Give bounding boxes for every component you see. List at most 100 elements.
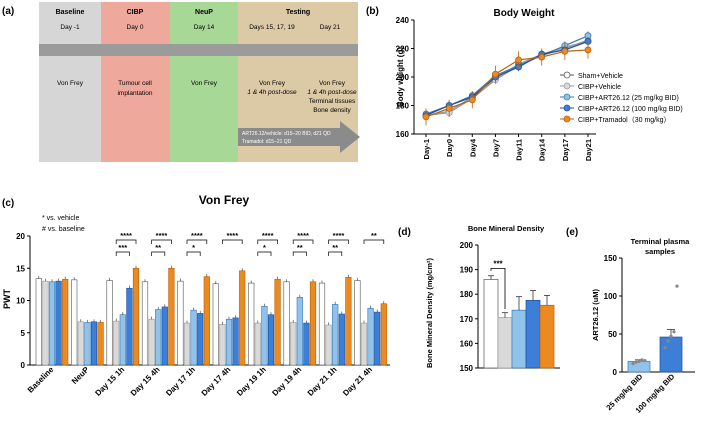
vf-bar [183,322,191,366]
vf-sig-lower: ** [155,243,161,252]
vf-bar [354,280,361,366]
plasma-y-tick-label: 50 [608,330,617,339]
testing-desc-1-line-1: Von Frey [259,80,286,87]
testing-desc-2-line-1: Von Frey [319,80,346,87]
bmd-ylabel: Bone Mineral Density (mg/cm²) [425,257,434,368]
vf-bar [190,309,197,366]
bw-legend-label: Sham+Vehicle [578,73,623,80]
body-weight-ylabel: Body weight (g) [396,47,405,107]
vf-sig-bracket-upper [186,239,208,244]
bw-point [422,113,430,121]
vf-bar [239,270,246,366]
bw-legend-marker [563,82,571,90]
vf-bar [296,296,303,366]
bw-x-tick-label: Day14 [538,138,547,161]
vf-sig-bracket-upper [222,239,243,244]
vf-bar [248,282,255,366]
bw-series-line [425,39,589,117]
vf-x-tick-label: NeuP [70,365,91,386]
vf-bar [113,320,120,366]
vf-sig-upper: **** [120,231,132,240]
vf-sig-bracket-lower [186,251,201,256]
vf-bar [254,322,261,366]
phase-baseline-bg [39,2,101,162]
vf-bar [332,304,339,366]
note-vs-vehicle: * vs. vehicle [42,215,79,222]
vf-bar [119,314,126,366]
vf-x-tick-label: Day 17 4h [200,365,233,398]
vf-x-tick-label: Day 19 4h [270,365,303,398]
bw-point [515,56,522,64]
vf-bar [77,321,84,366]
von-frey-bars [35,265,387,366]
bmd-y-tick-label: 170 [460,315,474,324]
vf-bar [71,279,78,366]
vf-bar [90,321,98,366]
vf-bar [360,322,368,366]
panel-b-label: (b) [366,6,379,17]
bw-x-tick-label: Day11 [515,139,524,161]
vf-sig-bracket-upper [363,239,385,244]
vf-sig-bracket-lower [151,251,166,256]
bw-legend-label: CIBP+Vehicle [578,84,621,91]
body-weight-axes: 160 180 200 220 240 Day-1 Day0 Day4 Day7 Day11 Day… [396,16,596,161]
bmd-y-tick-label: 160 [460,339,474,348]
testing-desc-2-line-3: Terminal tissues [309,98,356,105]
vf-bar [225,318,233,366]
bw-series-line [425,40,589,117]
bmd-y-tick-label: 190 [460,266,474,275]
vf-bar [168,267,175,366]
vf-sig-bracket-lower [257,251,272,256]
plasma-point [669,334,673,338]
phase-testing-days-1: Days 15, 17, 19 [249,24,295,31]
bw-legend-label: CIBP+ART26.12 (100 mg/kg BID) [578,106,683,113]
panel-b: (b) Body Weight Body weight (g) 160 180 20… [366,6,683,161]
vf-sig-bracket-lower [292,251,307,256]
bw-point [468,96,476,104]
vf-sig-upper: ** [371,231,377,240]
bw-x-tick-label: Day0 [445,139,454,157]
vf-sig-upper: **** [226,231,238,240]
vf-x-tick-label: Day 15 4h [129,365,162,398]
vf-y-tick-label: 10 [16,297,25,306]
vf-sig-bracket-upper [328,239,349,244]
vf-bar [325,324,332,366]
timeline-band [39,44,358,56]
vf-sig-bracket-lower [328,251,343,256]
bw-point [492,70,499,78]
body-weight-title: Body Weight [494,8,556,19]
vf-bar [106,280,113,366]
vf-x-tick-label: Day 21 1h [306,365,339,398]
bmd-y-tick-label: 150 [460,364,474,373]
vf-bar [203,276,210,366]
vf-bar [338,313,345,366]
bmd-sig-label: *** [493,260,503,269]
vf-bar [318,282,326,366]
vf-bar [290,322,297,366]
plasma-axes: 0 50 100 150 [604,254,695,377]
vf-group-3 [141,265,175,366]
vf-bar [380,303,387,366]
plasma-title: Terminal plasma samples [631,237,690,256]
vf-bar [55,280,62,366]
vf-bar [274,278,281,366]
vf-bar [283,281,290,366]
plasma-point [675,284,679,288]
plasma-ylabel: ART26.12 (uM) [591,288,600,341]
bmd-y-tick-label: 200 [460,241,474,250]
bmd-bar [525,300,541,369]
vf-bar [212,283,219,366]
panel-c: (c) Von Frey * vs. vehicle # vs. baselin… [2,193,390,398]
phase-testing-title: Testing [286,9,310,16]
phase-baseline-title: Baseline [56,9,85,16]
bmd-bar [539,304,555,369]
bw-legend-label: CIBP+Tramadol（30 mg/kg） [578,116,671,124]
von-frey-significance: ********************** ******************… [115,231,385,256]
vf-sig-upper: **** [191,231,203,240]
vf-y-tick-label: 5 [21,329,26,338]
vf-group-6 [248,276,281,366]
vf-sig-lower: ** [332,243,338,252]
vf-sig-upper: **** [333,231,345,240]
testing-desc-1-line-2: 1 & 4h post-dose [247,89,297,96]
bw-x-tick-label: Day21 [584,139,593,161]
